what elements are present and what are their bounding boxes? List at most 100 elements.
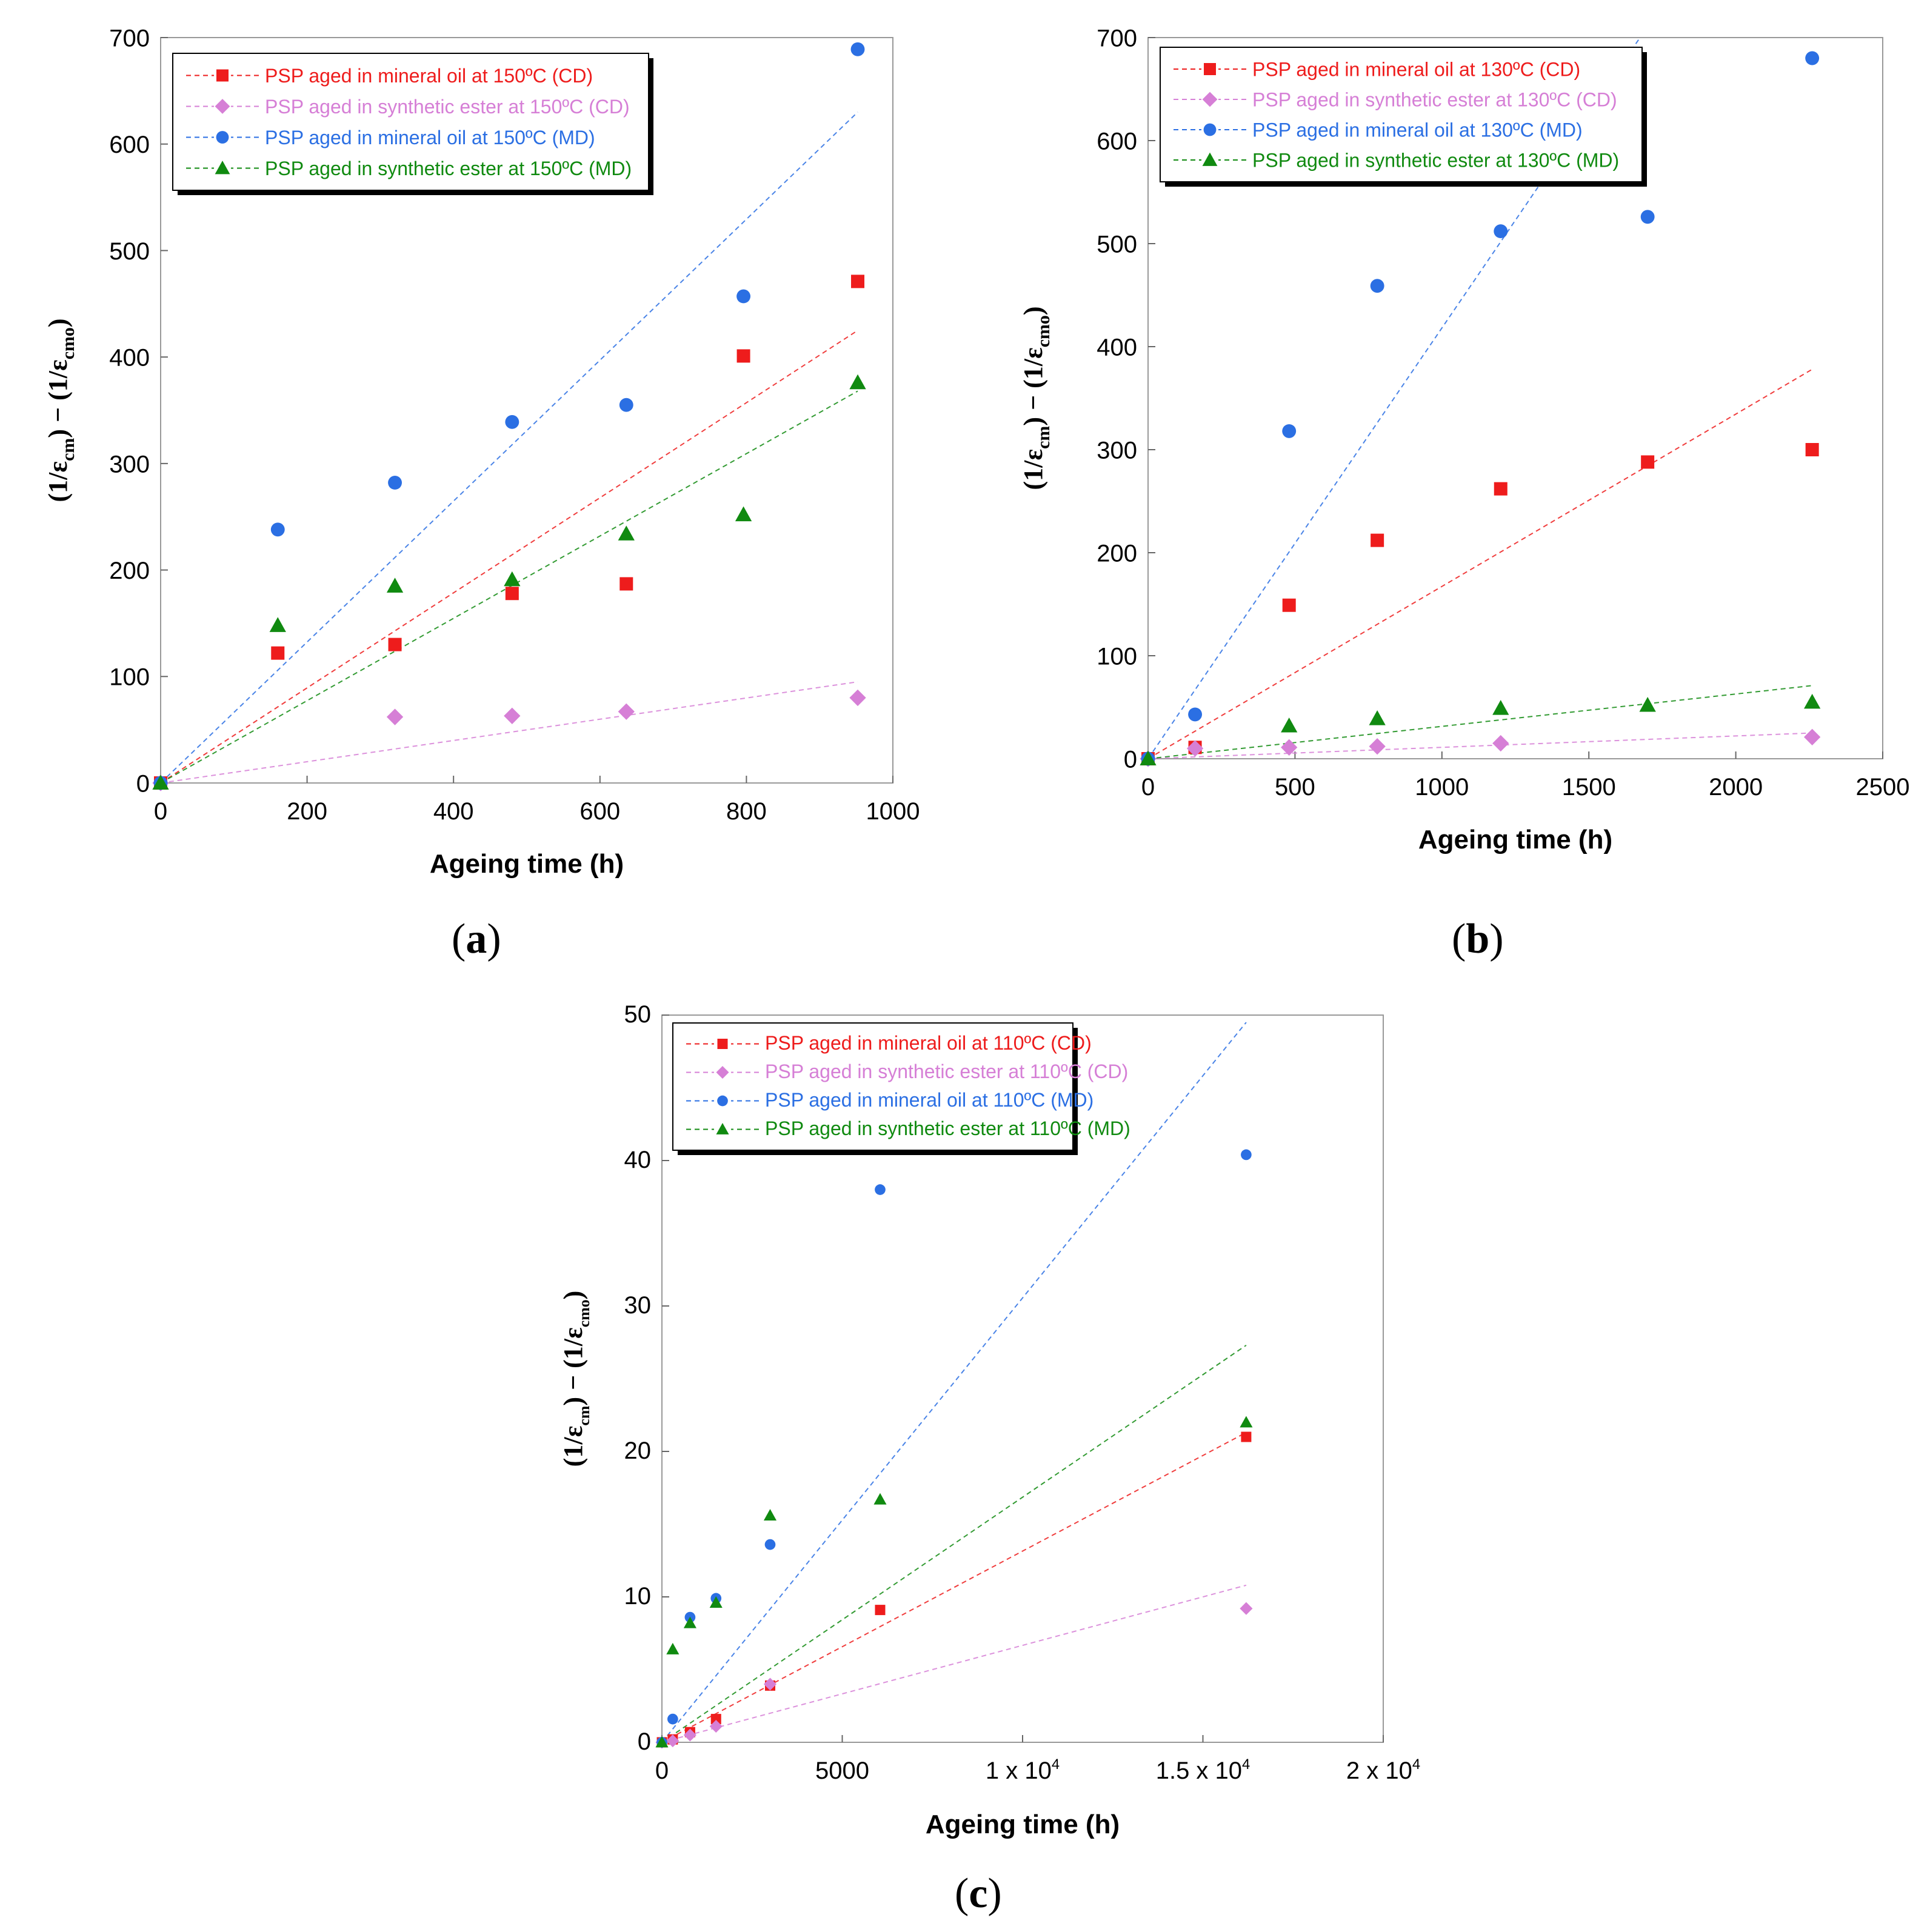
caption-a: (a) [452,916,501,962]
chart-a-plot: 0 100 200 300 400 500 600 700 0 200 400 600 800 1000 A… [43,25,920,879]
data-point-diamond [709,1720,723,1733]
data-point-circle [1188,707,1203,722]
y-tick-label: 200 [1097,540,1137,567]
fit-line-1 [661,1584,1247,1743]
x-tick-label: 5000 [815,1757,869,1784]
data-point-circle [736,289,751,304]
fit-line-1 [1147,732,1812,759]
x-tick-label: 0 [154,798,167,825]
legend-marker-circle [1203,123,1217,136]
fit-line-3 [661,1344,1247,1743]
data-point-circle [619,398,633,412]
data-point-triangle [504,571,521,587]
x-tick-label: 2000 [1709,774,1763,801]
data-point-diamond [849,689,866,707]
y-axis-title: (1/εcm) − (1/εcmo) [1018,306,1053,490]
legend-label: PSP aged in mineral oil at 110ºC (MD) [765,1089,1094,1111]
fit-line-0 [1147,368,1813,759]
data-point-triangle [655,1736,669,1748]
x-tick-label: 2500 [1856,774,1910,801]
legend-marker-diamond [716,1065,729,1079]
data-point-triangle [666,1642,680,1654]
legend-marker-triangle [716,1122,729,1134]
data-point-triangle [618,525,635,541]
data-point-triangle [1639,696,1656,712]
data-point-square [710,1714,721,1725]
y-axis-title: (1/εcm) − (1/εcmo) [43,318,78,502]
data-point-triangle [152,774,169,790]
data-point-diamond [1240,1602,1253,1615]
legend-marker-triangle [215,161,230,175]
data-point-circle [388,476,402,490]
data-point-triangle [683,1616,696,1628]
legend-label: PSP aged in mineral oil at 150ºC (MD) [265,127,595,148]
data-point-triangle [1492,700,1509,715]
y-tick-label: 40 [624,1147,652,1173]
chart-b-frame [1147,37,1883,759]
chart-c: 0 10 20 30 40 50 0 5000 1 x 104 1.5 x 104 2 x 104 A… [558,1001,1420,1839]
data-point-diamond [1804,728,1821,745]
legend-box [1160,47,1643,182]
x-tick-label: 0 [1141,774,1155,801]
y-tick-label: 0 [136,770,150,797]
fit-line-1 [160,681,858,784]
data-point-square [1641,455,1655,469]
data-point-triangle [763,1509,777,1521]
data-point-diamond [618,703,635,720]
data-point-triangle [849,374,866,390]
legend-marker-diamond [1202,92,1218,107]
x-tick-label: 800 [726,798,767,825]
data-point-triangle [709,1596,723,1608]
y-tick-label: 300 [109,451,150,478]
legend-label: PSP aged in synthetic ester at 150ºC (CD… [265,96,630,118]
legend-marker-square [216,69,229,82]
data-point-diamond [763,1677,777,1691]
legend-label: PSP aged in synthetic ester at 110ºC (CD… [765,1061,1128,1082]
data-point-circle [1640,210,1655,224]
x-axis-title: Ageing time (h) [926,1810,1120,1839]
data-point-triangle [269,617,286,632]
data-point-circle [850,42,865,56]
y-tick-label: 300 [1097,437,1137,464]
y-tick-label: 10 [624,1583,652,1610]
legend-label: PSP aged in synthetic ester at 130ºC (CD… [1252,89,1617,111]
data-point-circle [1494,224,1508,239]
data-point-square [619,577,633,591]
data-point-triangle [1140,750,1157,765]
x-tick-label: 1 x 104 [986,1756,1060,1784]
data-point-circle [270,522,285,537]
chart-a-frame [160,37,893,784]
data-point-square [271,646,285,660]
data-point-triangle [1369,710,1386,725]
y-tick-label: 20 [624,1437,652,1464]
data-point-triangle [1281,717,1298,733]
data-point-triangle [735,506,752,522]
y-tick-label: 600 [1097,128,1137,155]
y-tick-label: 0 [1124,746,1137,773]
chart-b: 0 100 200 300 400 500 600 700 0 500 1000 1500 2000 25… [1018,25,1910,854]
chart-c-plot: 0 10 20 30 40 50 0 5000 1 x 104 1.5 x 104 2 x 104 A… [558,1001,1420,1839]
fit-line-2 [661,1022,1247,1743]
data-point-circle [1805,51,1820,65]
legend-marker-triangle [1202,152,1218,166]
legend-box [172,53,649,191]
caption-b: (b) [1452,916,1504,962]
data-point-square [1494,482,1508,496]
y-tick-label: 400 [1097,334,1137,361]
data-point-square [1805,443,1819,456]
legend-label: PSP aged in mineral oil at 110ºC (CD) [765,1032,1092,1054]
y-axis-title: (1/εcm) − (1/εcmo) [558,1291,593,1467]
x-tick-label: 200 [287,798,327,825]
data-point-diamond [1281,739,1298,756]
data-point-circle [1370,279,1384,293]
y-tick-label: 30 [624,1292,652,1319]
data-point-square [505,587,519,601]
x-axis-title: Ageing time (h) [430,849,624,879]
y-tick-label: 700 [1097,25,1137,52]
y-tick-label: 500 [109,238,150,265]
legend-label: PSP aged in mineral oil at 130ºC (MD) [1252,119,1583,141]
data-point-triangle [1240,1416,1253,1428]
data-point-triangle [1804,693,1821,709]
data-point-circle [1241,1149,1252,1161]
data-point-circle [764,1539,776,1550]
